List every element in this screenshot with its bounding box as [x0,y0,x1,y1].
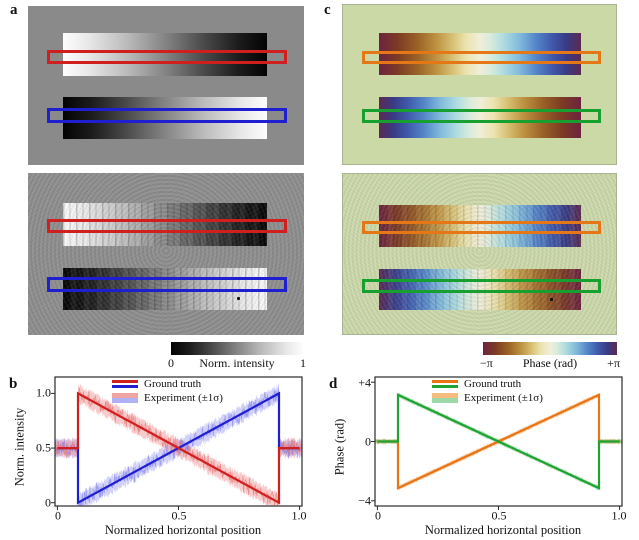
intensity-colorbar-max: 1 [299,356,306,370]
intensity-gradient-bar-bottom [63,97,267,139]
d-legend-ground-truth: Ground truth [432,377,543,391]
roi-rectangle-blue-noisy [47,277,287,292]
intensity-gradient-bar-top [63,33,267,76]
defect-dot [237,297,240,300]
roi-rectangle-green-noisy [362,279,601,293]
roi-rectangle-blue [47,108,287,123]
d-legend-experiment-label: Experiment (±1σ) [464,392,543,404]
d-ytick-m4: −4 [358,493,371,508]
b-yaxis-label: Norm. intensity [12,407,27,487]
roi-rectangle-orange-noisy [362,221,601,234]
phase-image-ground-truth [342,4,617,165]
d-legend: Ground truth Experiment (±1σ) [432,377,543,405]
noise-texture-overlay [28,173,304,335]
d-xtick-1: 1.0 [611,508,627,523]
d-legend-experiment: Experiment (±1σ) [432,391,543,405]
intensity-image-ground-truth [28,6,304,165]
b-ytick-0: 0 [45,495,51,510]
intensity-colorbar [171,342,303,355]
roi-rectangle-red [47,50,287,64]
defect-dot-phase [550,298,553,301]
b-legend-ground-truth: Ground truth [112,377,223,391]
phase-colorbar [483,342,617,355]
d-legend-bands-swatch [432,393,458,404]
d-xtick-0: 0 [375,508,381,523]
d-xtick-05: 0.5 [491,508,507,523]
phase-gradient-bar-top [379,33,581,75]
b-legend-bands-swatch [112,393,138,404]
d-ytick-0: 0 [365,434,371,449]
b-legend-lines-swatch [112,379,138,390]
phase-image-experiment [342,173,617,335]
phase-colorbar-min: −π [480,356,493,370]
d-xaxis-label: Normalized horizontal position [424,523,582,537]
d-legend-ground-truth-label: Ground truth [464,378,522,390]
intensity-colorbar-min: 0 [168,356,174,370]
phase-gradient-bar-bottom [379,97,581,138]
phase-colorbar-max: +π [607,356,620,370]
b-ytick-05: 0.5 [36,440,51,455]
d-ytick-p4: +4 [358,375,371,390]
panel-label-c: c [324,2,331,18]
panel-label-b: b [9,376,18,392]
panel-label-a: a [10,2,18,18]
b-xtick-1: 1.0 [291,508,307,523]
intensity-profile-plot [51,376,303,510]
b-legend-experiment-label: Experiment (±1σ) [144,392,223,404]
roi-rectangle-green [362,109,601,123]
b-legend-ground-truth-label: Ground truth [144,378,202,390]
b-legend: Ground truth Experiment (±1σ) [112,377,223,405]
panel-label-d: d [329,376,338,392]
b-ytick-1: 1.0 [36,385,51,400]
intensity-image-experiment [28,173,304,335]
phase-colorbar-title: Phase (rad) [522,356,578,370]
b-xaxis-label: Normalized horizontal position [104,523,262,537]
phase-profile-plot [371,376,623,510]
b-xtick-05: 0.5 [171,508,187,523]
roi-rectangle-orange [362,51,601,64]
d-yaxis-label: Phase (rad) [332,418,347,476]
d-legend-lines-swatch [432,379,458,390]
phase-colorbar-labels: −π Phase (rad) +π [480,356,620,371]
intensity-colorbar-labels: 0 Norm. intensity 1 [168,356,306,371]
b-xtick-0: 0 [55,508,61,523]
noise-texture-overlay-phase [343,174,616,334]
intensity-colorbar-title: Norm. intensity [199,356,275,370]
b-legend-experiment: Experiment (±1σ) [112,391,223,405]
roi-rectangle-red-noisy [47,219,287,233]
